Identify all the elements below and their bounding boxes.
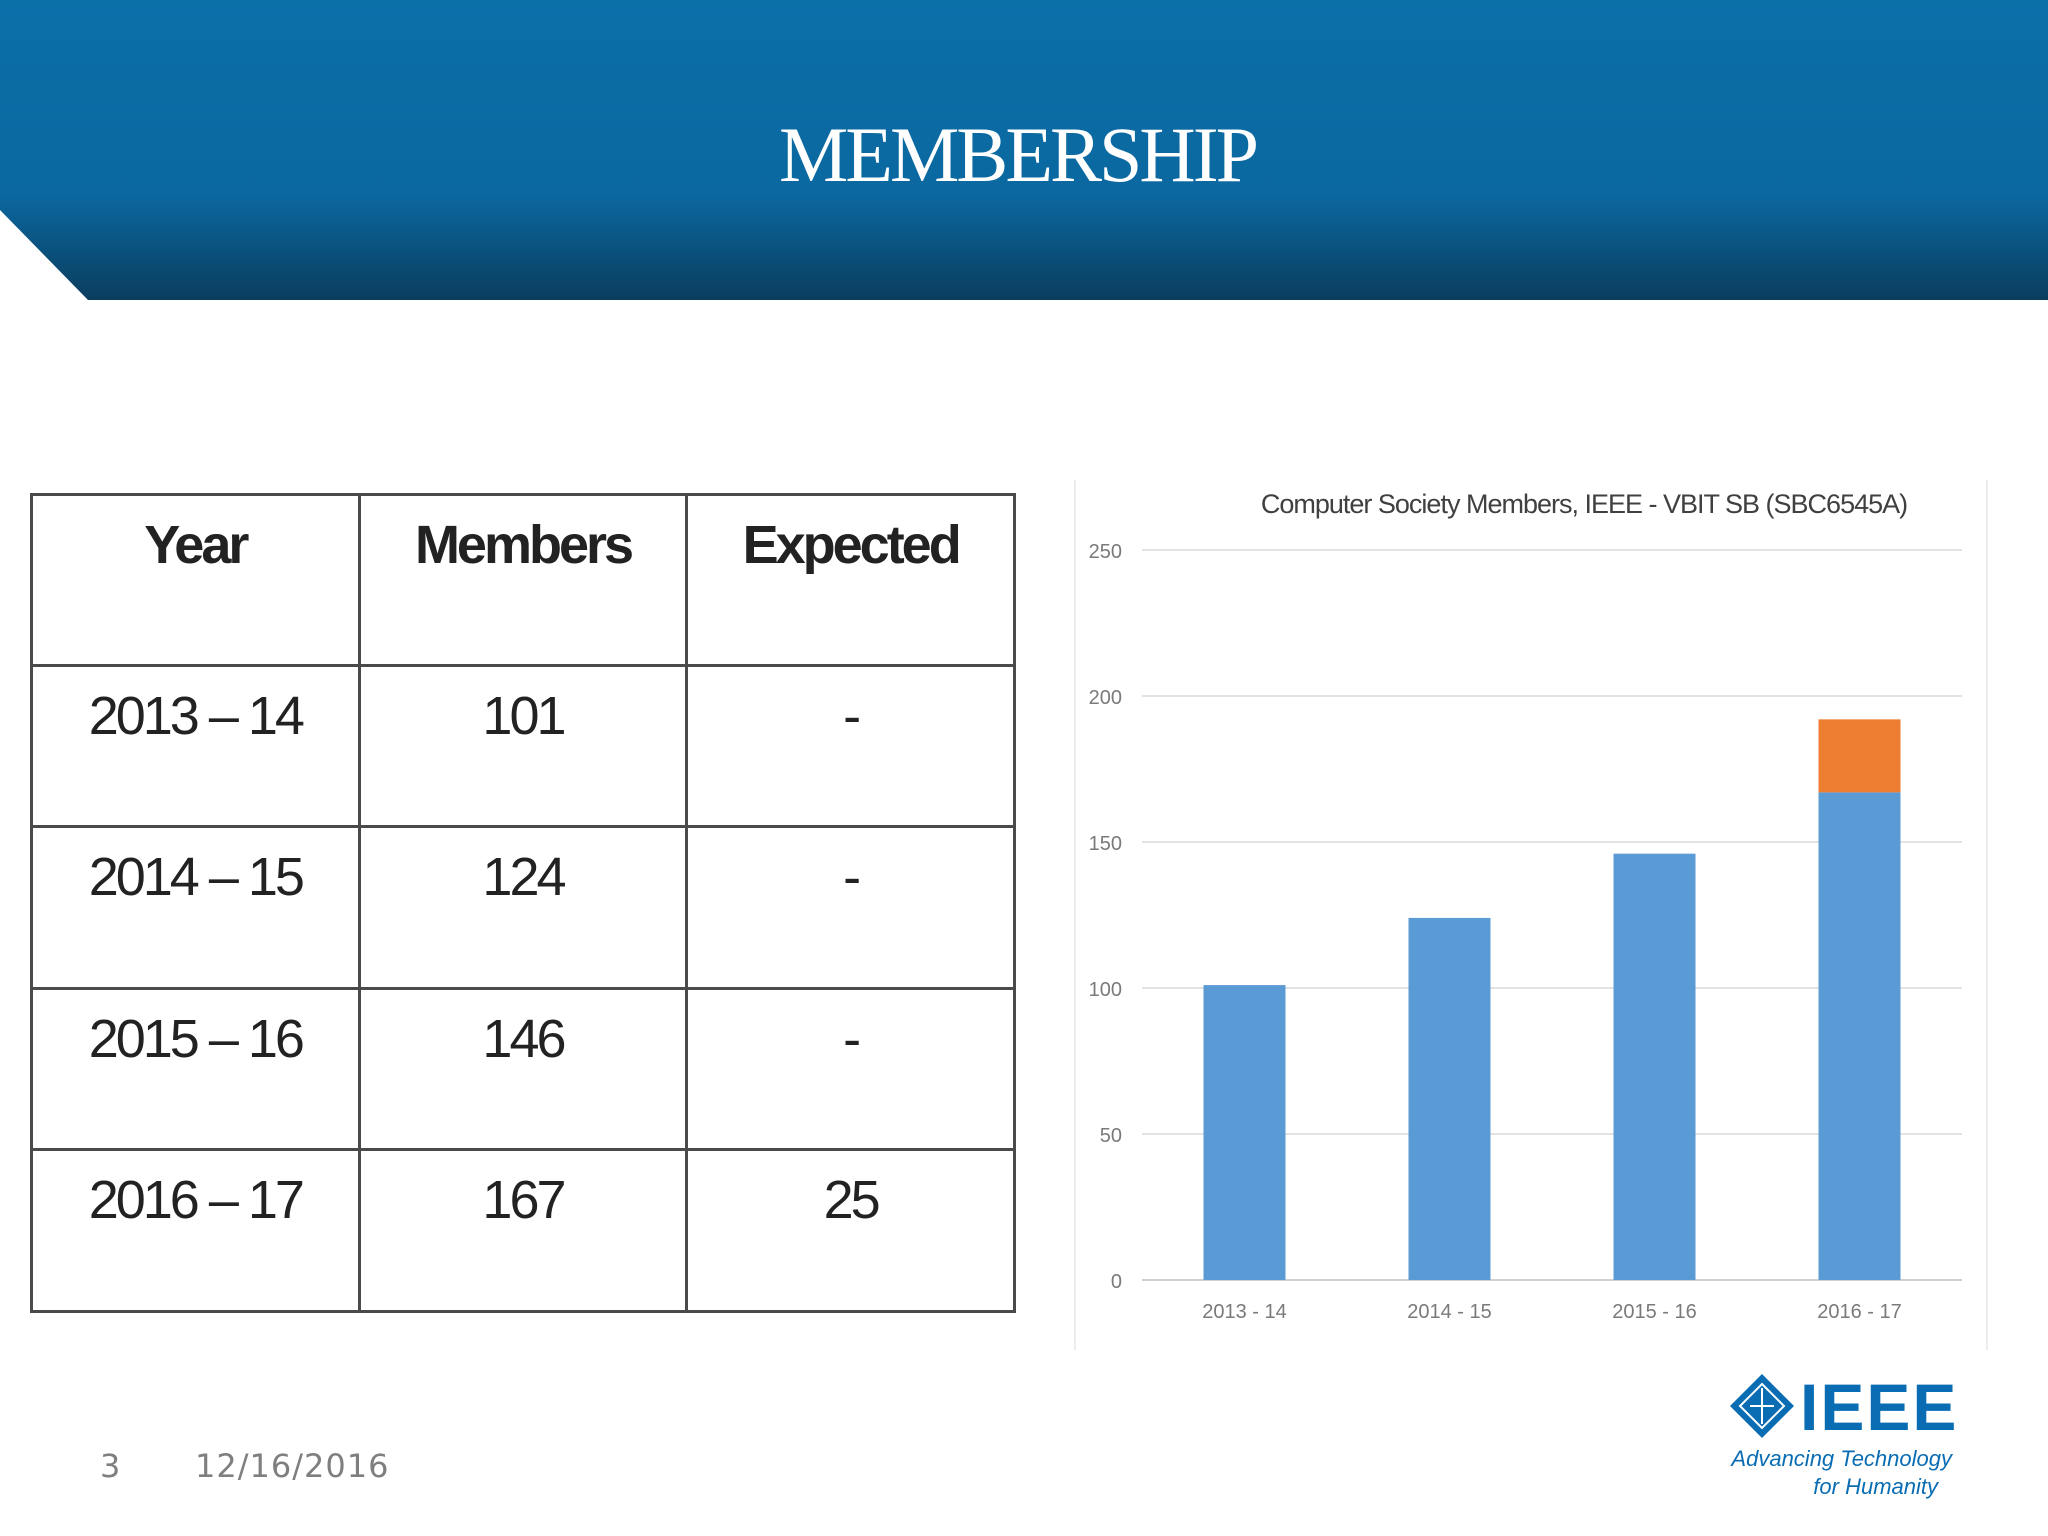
members-bar-chart: Computer Society Members, IEEE - VBIT SB…	[1089, 489, 1962, 1323]
table-row: 2016 – 17 167 25	[30, 1148, 1016, 1313]
table-header-year: Year	[30, 493, 361, 667]
table-row: 2013 – 14 101 -	[30, 663, 1016, 829]
ieee-diamond-icon	[1730, 1374, 1794, 1438]
ieee-logo: IEEE Advancing Technology for Humanity	[1729, 1370, 1958, 1499]
table-cell-expected: -	[685, 663, 1016, 829]
table-cell-expected: 25	[685, 1148, 1016, 1313]
ieee-logo-wordmark: IEEE	[1800, 1370, 1958, 1444]
slide-title: MEMBERSHIP	[778, 111, 1259, 198]
chart-x-axis: 2013 - 14 2014 - 15 2015 - 16 2016 - 17	[1202, 1301, 1902, 1323]
table-row: 2014 – 15 124 -	[30, 825, 1016, 990]
table-cell-year: 2013 – 14	[30, 663, 361, 829]
chart-y-tick-label: 150	[1089, 833, 1122, 855]
table-cell-members: 124	[357, 825, 689, 990]
table-header-expected: Expected	[685, 493, 1016, 667]
chart-frame	[1074, 480, 1988, 1350]
chart-bar-members	[1203, 985, 1286, 1280]
ieee-logo-tagline-2: for Humanity	[1813, 1474, 1940, 1499]
chart-x-tick-label: 2015 - 16	[1612, 1301, 1697, 1323]
table-cell-expected: -	[685, 825, 1016, 990]
chart-title: Computer Society Members, IEEE - VBIT SB…	[1261, 489, 1907, 519]
ieee-logo-tagline-1: Advancing Technology	[1729, 1446, 1954, 1471]
table-row: 2015 – 16 146 -	[30, 986, 1016, 1152]
table-cell-members: 167	[357, 1148, 689, 1313]
slide-date: 12/16/2016	[195, 1447, 390, 1485]
table-cell-year: 2014 – 15	[30, 825, 361, 990]
table-cell-year: 2015 – 16	[30, 986, 361, 1152]
chart-x-tick-label: 2014 - 15	[1407, 1301, 1492, 1323]
table-cell-members: 146	[357, 986, 689, 1152]
table-cell-members: 101	[357, 663, 689, 829]
chart-y-tick-label: 0	[1111, 1271, 1122, 1293]
chart-bar-members	[1818, 792, 1901, 1280]
chart-x-tick-label: 2016 - 17	[1817, 1301, 1902, 1323]
page-number: 3	[100, 1447, 121, 1485]
header-band	[0, 0, 2048, 300]
chart-y-tick-label: 100	[1089, 979, 1122, 1001]
chart-bar-members	[1613, 853, 1696, 1280]
table-header-members: Members	[357, 493, 689, 667]
chart-y-tick-label: 200	[1089, 687, 1122, 709]
chart-y-tick-label: 250	[1089, 541, 1122, 563]
chart-bars	[1203, 719, 1901, 1280]
chart-y-axis: 0 50 100 150 200 250	[1089, 541, 1122, 1293]
chart-bar-expected	[1818, 719, 1901, 793]
table-cell-expected: -	[685, 986, 1016, 1152]
table-header-row: Year Members Expected	[30, 493, 1016, 667]
chart-x-tick-label: 2013 - 14	[1202, 1301, 1287, 1323]
membership-table: Year Members Expected 2013 – 14 101 - 20…	[30, 493, 1016, 1313]
chart-y-tick-label: 50	[1100, 1125, 1122, 1147]
chart-bar-members	[1408, 917, 1491, 1280]
table-cell-year: 2016 – 17	[30, 1148, 361, 1313]
